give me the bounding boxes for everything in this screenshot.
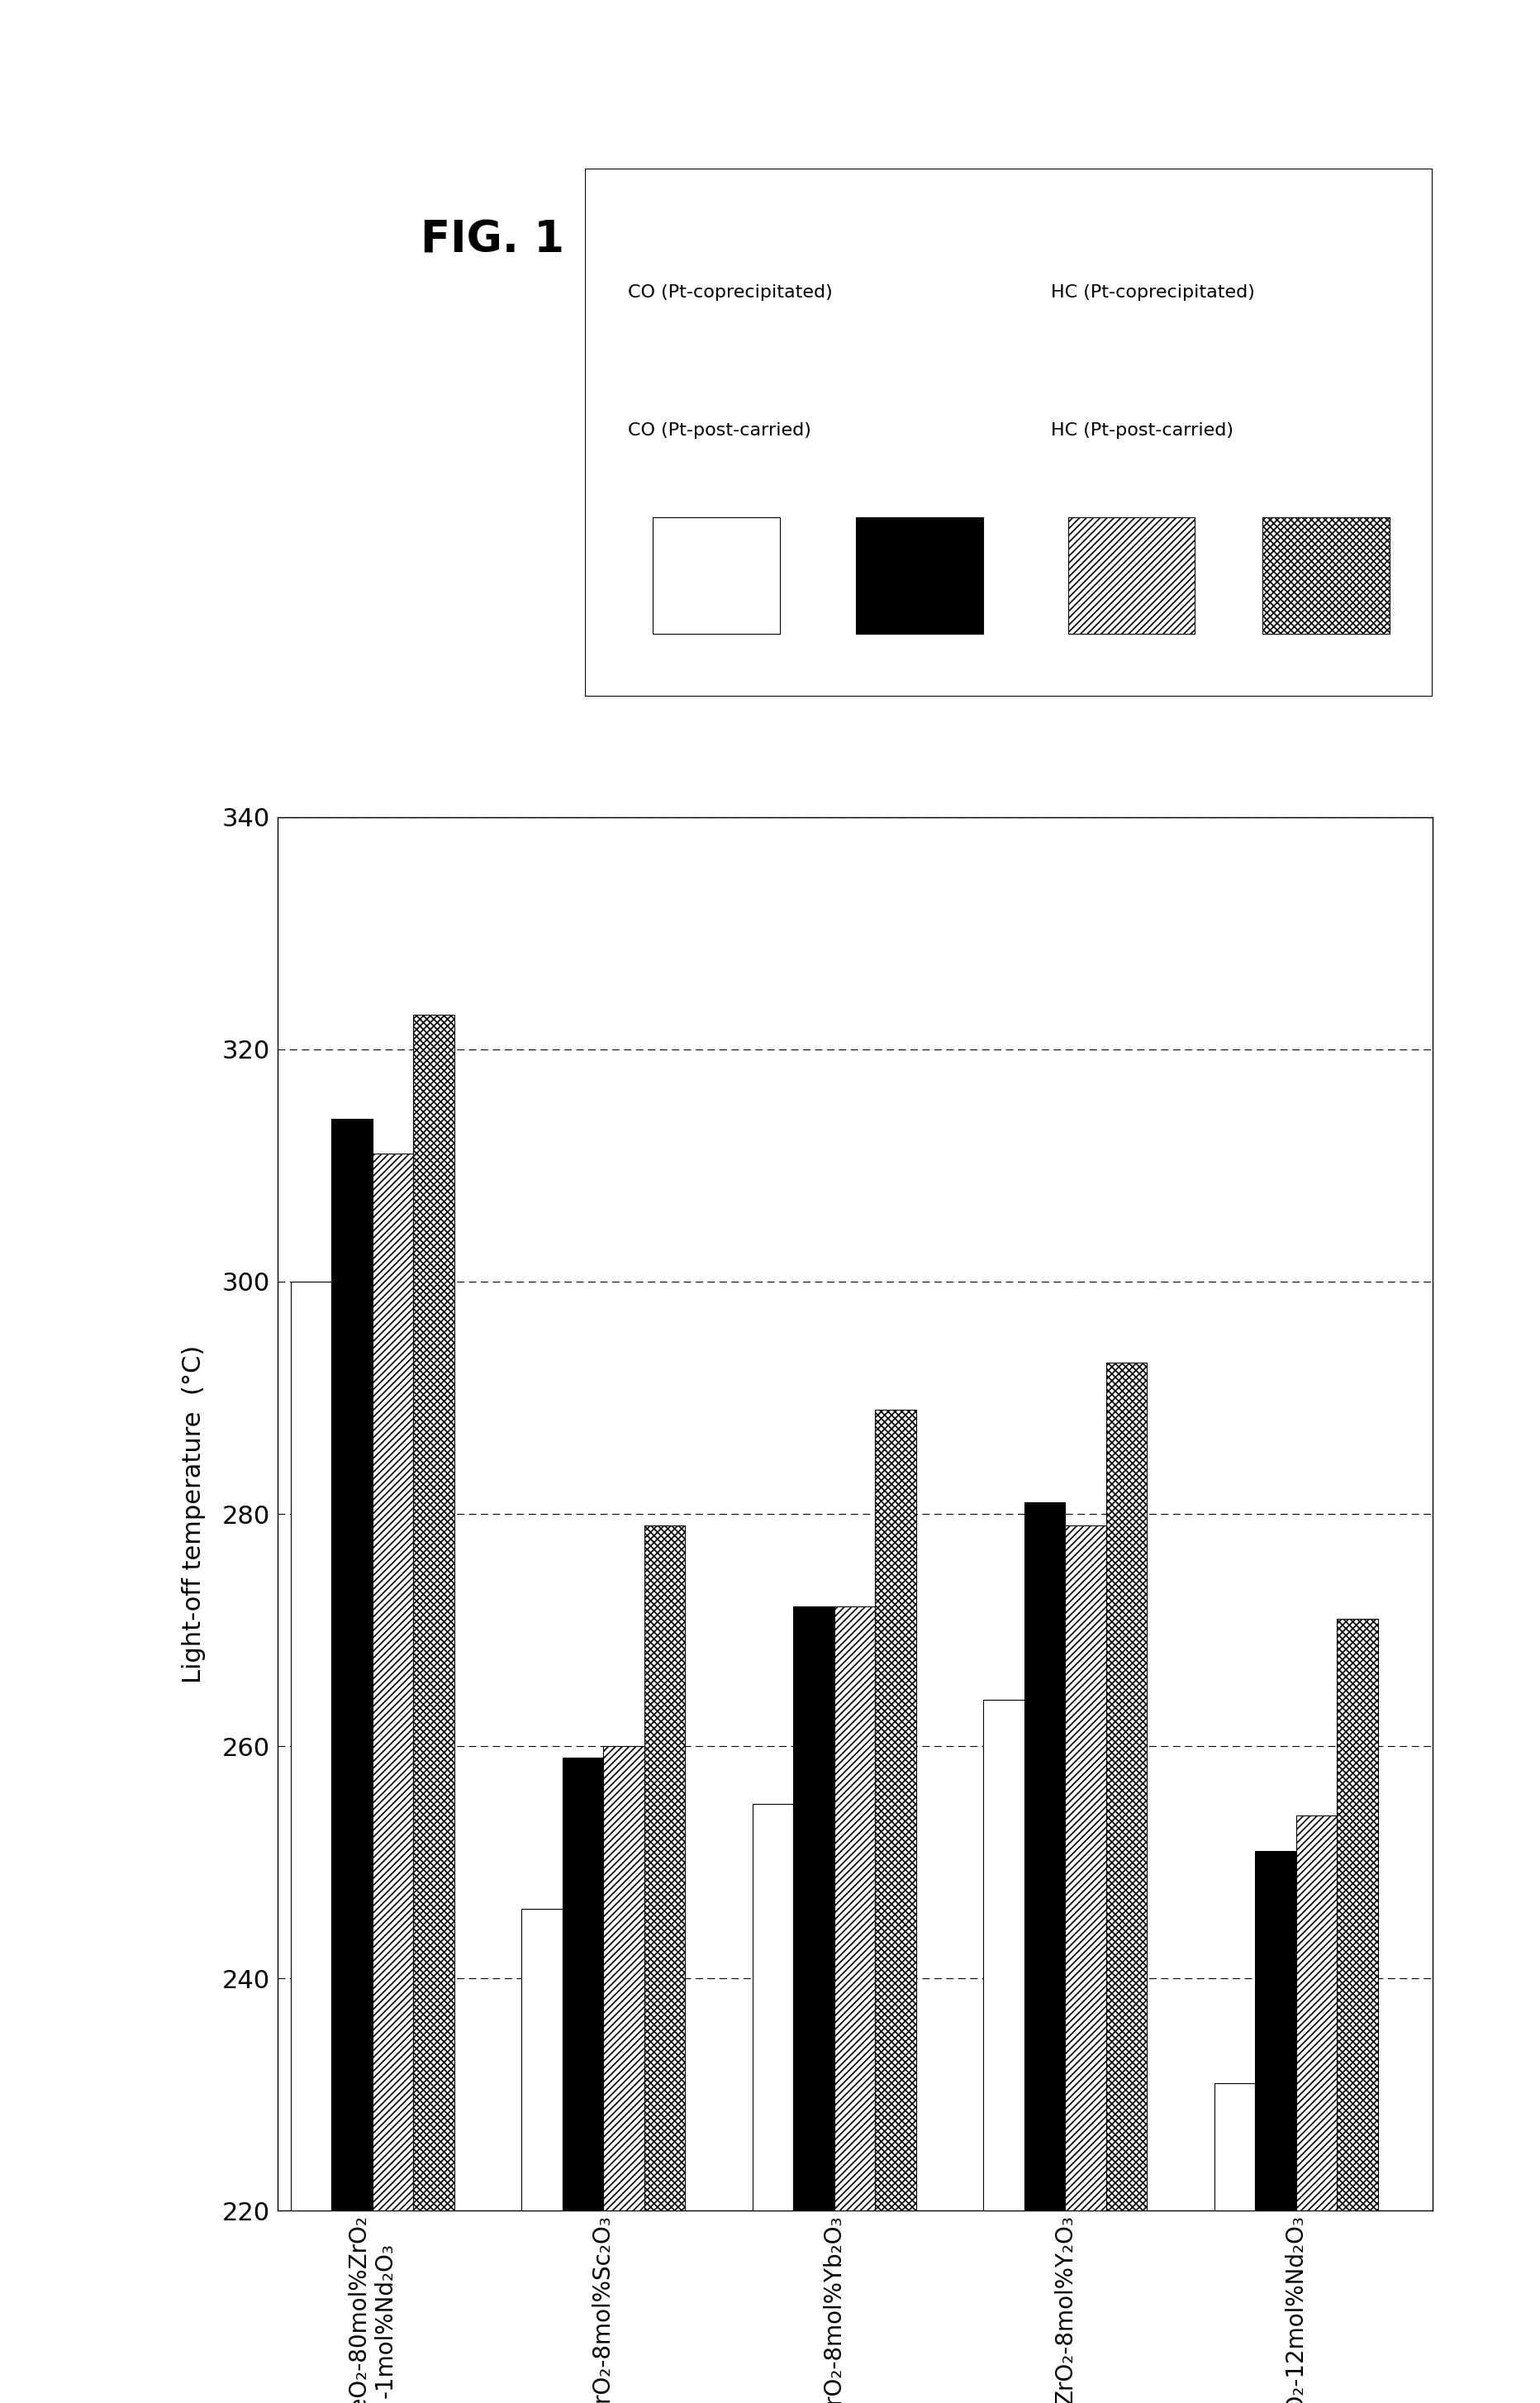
Text: CO (Pt-coprecipitated): CO (Pt-coprecipitated) bbox=[628, 284, 832, 300]
Bar bbox=[291, 1281, 331, 2211]
Bar bbox=[1337, 1620, 1378, 2211]
Text: HC (Pt-coprecipitated): HC (Pt-coprecipitated) bbox=[1050, 284, 1255, 300]
Bar bbox=[984, 1699, 1024, 2211]
Bar bbox=[562, 1759, 604, 2211]
Bar bbox=[604, 1747, 644, 2211]
FancyBboxPatch shape bbox=[856, 517, 983, 634]
Bar bbox=[835, 1608, 875, 2211]
Bar bbox=[1215, 2083, 1255, 2211]
Text: CO (Pt-post-carried): CO (Pt-post-carried) bbox=[628, 423, 812, 437]
Bar bbox=[793, 1608, 835, 2211]
Bar bbox=[753, 1805, 793, 2211]
FancyBboxPatch shape bbox=[653, 517, 779, 634]
FancyBboxPatch shape bbox=[585, 168, 1432, 697]
Bar bbox=[875, 1411, 916, 2211]
Text: HC (Pt-post-carried): HC (Pt-post-carried) bbox=[1050, 423, 1234, 437]
Bar bbox=[373, 1153, 413, 2211]
Bar bbox=[331, 1120, 373, 2211]
Bar bbox=[522, 1908, 562, 2211]
Text: FIG. 1: FIG. 1 bbox=[420, 219, 565, 262]
Bar bbox=[1066, 1526, 1106, 2211]
Bar bbox=[1106, 1363, 1147, 2211]
Bar bbox=[1255, 1850, 1297, 2211]
Bar bbox=[1024, 1502, 1066, 2211]
Bar bbox=[413, 1014, 454, 2211]
Y-axis label: Light-off temperature  (°C): Light-off temperature (°C) bbox=[182, 1346, 206, 1682]
FancyBboxPatch shape bbox=[1263, 517, 1389, 634]
Bar bbox=[644, 1526, 685, 2211]
FancyBboxPatch shape bbox=[1067, 517, 1195, 634]
Bar bbox=[1297, 1817, 1337, 2211]
